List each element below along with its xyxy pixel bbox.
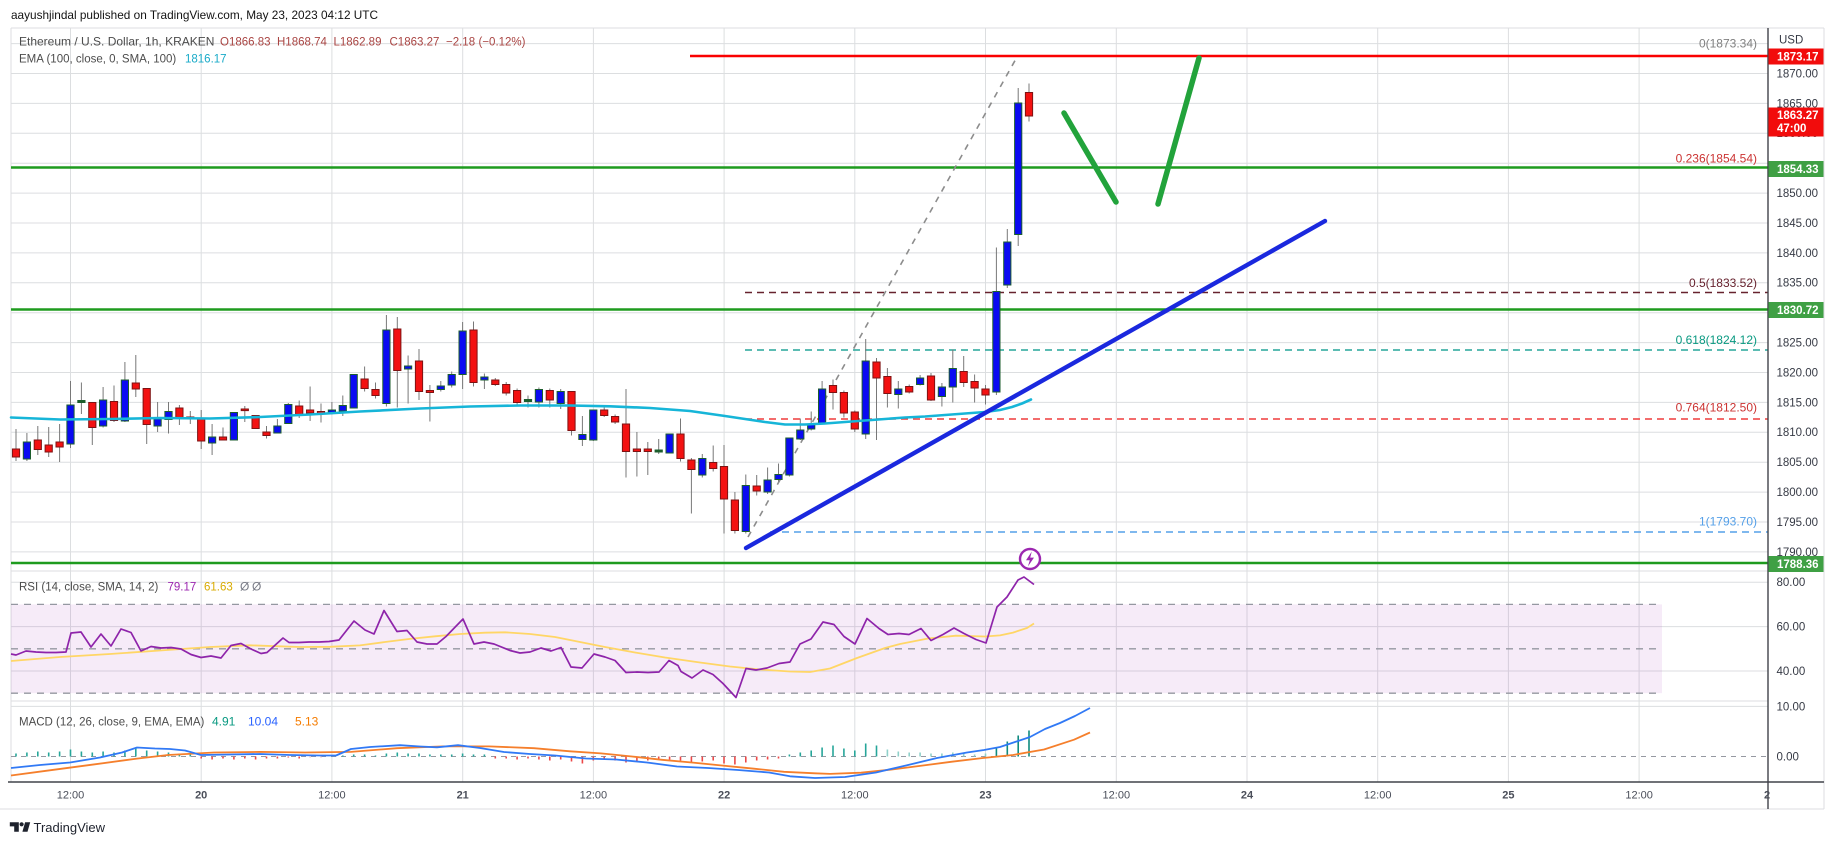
svg-text:23: 23: [979, 790, 991, 802]
svg-text:1873.17: 1873.17: [1777, 52, 1819, 64]
svg-text:12:00: 12:00: [1625, 790, 1653, 802]
svg-text:2: 2: [1764, 790, 1770, 802]
svg-text:12:00: 12:00: [580, 790, 608, 802]
svg-text:40.00: 40.00: [1777, 666, 1806, 678]
svg-text:1835.00: 1835.00: [1777, 278, 1819, 290]
svg-text:USD: USD: [1779, 35, 1803, 47]
svg-text:1854.33: 1854.33: [1777, 164, 1819, 176]
svg-text:1790.00: 1790.00: [1777, 547, 1819, 559]
svg-text:0(1873.34): 0(1873.34): [1699, 37, 1757, 51]
svg-text:1845.00: 1845.00: [1777, 218, 1819, 230]
svg-text:1816.17: 1816.17: [185, 54, 227, 66]
svg-text:1820.00: 1820.00: [1777, 367, 1819, 379]
svg-text:1865.00: 1865.00: [1777, 98, 1819, 110]
svg-text:10.04: 10.04: [248, 715, 278, 729]
svg-text:1870.00: 1870.00: [1777, 68, 1819, 80]
svg-text:H1868.74: H1868.74: [277, 37, 327, 49]
svg-text:C1863.27: C1863.27: [390, 37, 440, 49]
svg-text:1788.36: 1788.36: [1777, 559, 1819, 571]
svg-text:20: 20: [195, 790, 207, 802]
svg-text:aayushjindal published on Trad: aayushjindal published on TradingView.co…: [11, 8, 379, 22]
svg-text:12:00: 12:00: [1364, 790, 1392, 802]
svg-text:(−0.12%): (−0.12%): [479, 37, 526, 49]
svg-text:12:00: 12:00: [1103, 790, 1131, 802]
svg-text:60.00: 60.00: [1777, 622, 1806, 634]
svg-text:61.63: 61.63: [204, 582, 233, 594]
svg-text:0.00: 0.00: [1777, 751, 1799, 763]
svg-text:12:00: 12:00: [318, 790, 346, 802]
svg-text:0.618(1824.12): 0.618(1824.12): [1676, 333, 1757, 347]
svg-text:12:00: 12:00: [841, 790, 869, 802]
svg-text:0.236(1854.54): 0.236(1854.54): [1676, 152, 1757, 166]
svg-text:MACD (12, 26, close, 9, EMA, E: MACD (12, 26, close, 9, EMA, EMA): [19, 717, 205, 729]
svg-text:22: 22: [718, 790, 730, 802]
svg-text:RSI (14, close, SMA, 14, 2): RSI (14, close, SMA, 14, 2): [19, 582, 159, 594]
svg-text:O1866.83: O1866.83: [220, 37, 271, 49]
svg-text:1830.72: 1830.72: [1777, 305, 1819, 317]
svg-text:TradingView: TradingView: [34, 820, 106, 835]
svg-text:80.00: 80.00: [1777, 577, 1806, 589]
svg-text:L1862.89: L1862.89: [334, 37, 382, 49]
svg-text:1805.00: 1805.00: [1777, 457, 1819, 469]
svg-text:1825.00: 1825.00: [1777, 338, 1819, 350]
svg-text:10.00: 10.00: [1777, 702, 1806, 714]
svg-text:79.17: 79.17: [168, 582, 197, 594]
svg-text:21: 21: [457, 790, 469, 802]
svg-text:24: 24: [1241, 790, 1254, 802]
svg-text:0.5(1833.52): 0.5(1833.52): [1689, 276, 1757, 290]
svg-text:25: 25: [1502, 790, 1514, 802]
svg-text:Ø: Ø: [240, 580, 249, 594]
svg-text:−2.18: −2.18: [446, 37, 475, 49]
svg-text:1795.00: 1795.00: [1777, 517, 1819, 529]
svg-text:1863.27: 1863.27: [1777, 110, 1819, 122]
svg-text:1800.00: 1800.00: [1777, 487, 1819, 499]
svg-text:4.91: 4.91: [212, 715, 236, 729]
svg-text:Ø: Ø: [252, 580, 261, 594]
svg-text:EMA (100, close, 0, SMA, 100): EMA (100, close, 0, SMA, 100): [19, 54, 176, 66]
svg-text:12:00: 12:00: [57, 790, 85, 802]
svg-text:0.764(1812.50): 0.764(1812.50): [1676, 401, 1757, 415]
svg-text:Ethereum / U.S. Dollar, 1h, KR: Ethereum / U.S. Dollar, 1h, KRAKEN: [19, 35, 214, 49]
svg-text:5.13: 5.13: [295, 715, 319, 729]
svg-text:1810.00: 1810.00: [1777, 427, 1819, 439]
svg-text:1(1793.70): 1(1793.70): [1699, 515, 1757, 529]
svg-text:47:00: 47:00: [1777, 123, 1806, 135]
svg-text:1850.00: 1850.00: [1777, 188, 1819, 200]
svg-text:1840.00: 1840.00: [1777, 248, 1819, 260]
svg-text:1815.00: 1815.00: [1777, 397, 1819, 409]
